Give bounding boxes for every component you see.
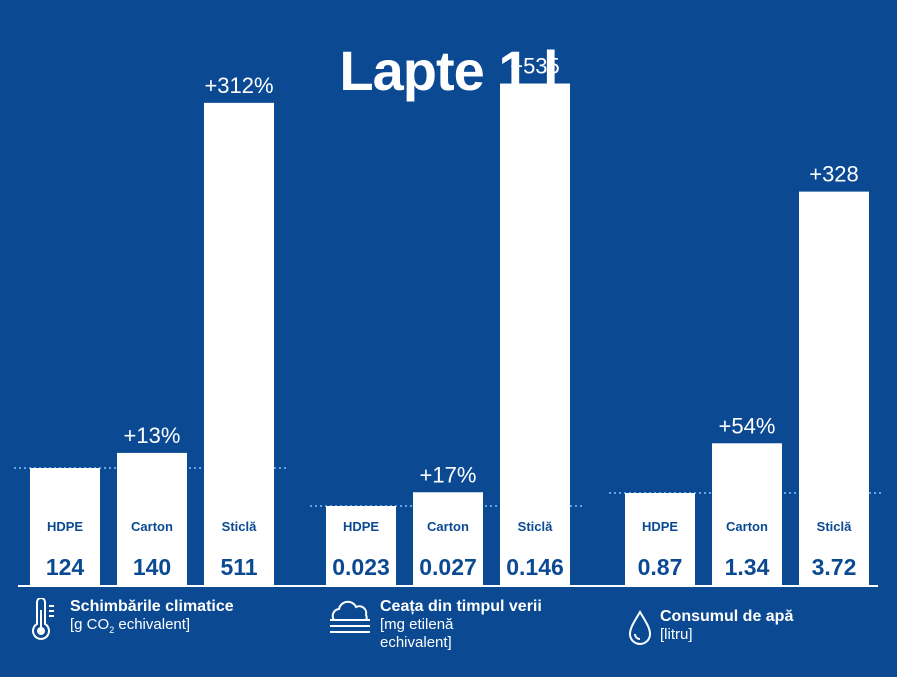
legend-water-title: Consumul de apă <box>660 608 794 625</box>
bar-value-label: 0.146 <box>506 554 564 580</box>
legend-climate: Schimbările climatice [g CO2 echivalent] <box>30 598 234 642</box>
bar-value-label: 0.023 <box>332 554 390 580</box>
bar-sticlă <box>500 83 570 586</box>
bar-carton <box>117 452 187 585</box>
bar-carton <box>413 492 483 585</box>
legend-smog-title: Ceața din timpul verii <box>380 598 542 615</box>
bar-category-label: HDPE <box>642 519 678 534</box>
bar-percent-label: +312% <box>204 73 273 98</box>
legend-water: Consumul de apă [litru] <box>626 608 793 652</box>
bar-carton <box>712 443 782 585</box>
legend-smog-unit-line-2: echivalent] <box>380 634 452 651</box>
legend-water-unit: [litru] <box>660 626 693 643</box>
bar-category-label: Carton <box>427 519 469 534</box>
bar-hdpe <box>326 506 396 585</box>
bar-category-label: Carton <box>726 519 768 534</box>
bar-value-label: 0.027 <box>419 554 477 580</box>
legend-climate-title: Schimbările climatice <box>70 598 234 615</box>
bar-percent-label: +17% <box>420 462 477 487</box>
bar-category-label: Sticlă <box>518 519 553 534</box>
bar-sticlă <box>204 102 274 585</box>
bar-percent-label: +535 <box>510 54 560 79</box>
bar-category-label: Sticlă <box>817 519 852 534</box>
bar-value-label: 140 <box>133 554 171 580</box>
bar-category-label: HDPE <box>47 519 83 534</box>
bar-value-label: 3.72 <box>812 554 857 580</box>
thermometer-icon <box>32 598 54 640</box>
bar-category-label: HDPE <box>343 519 379 534</box>
water-drop-icon <box>628 610 652 645</box>
bar-value-label: 0.87 <box>638 554 683 580</box>
fog-cloud-icon <box>330 600 370 633</box>
legend-smog: Ceața din timpul verii [mg etilenă echiv… <box>326 598 542 652</box>
bar-category-label: Carton <box>131 519 173 534</box>
legend-climate-unit: [g CO2 echivalent] <box>70 616 191 635</box>
legend-smog-unit-line-1: [mg etilenă <box>380 616 454 633</box>
bar-category-label: Sticlă <box>222 519 257 534</box>
bar-hdpe <box>30 468 100 585</box>
bar-value-label: 124 <box>46 554 85 580</box>
bar-percent-label: +54% <box>719 413 776 438</box>
bar-hdpe <box>625 493 695 585</box>
bar-percent-label: +13% <box>124 423 181 448</box>
bar-percent-label: +328 <box>809 162 859 187</box>
bar-sticlă <box>799 191 869 585</box>
bar-value-label: 511 <box>220 554 257 580</box>
bar-value-label: 1.34 <box>725 554 770 580</box>
